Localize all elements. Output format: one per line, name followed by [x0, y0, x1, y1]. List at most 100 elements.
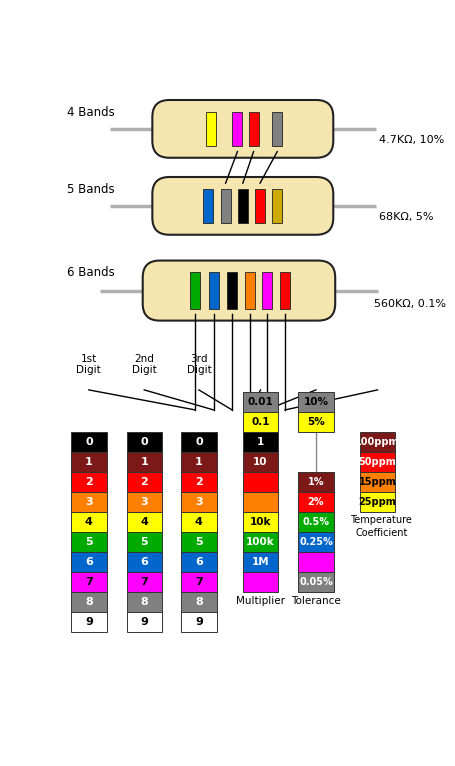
Text: 0.1%: 0.1%	[303, 558, 329, 568]
Text: 5: 5	[141, 538, 148, 548]
Text: 3: 3	[141, 497, 148, 507]
Text: 100: 100	[250, 477, 271, 487]
Text: 3: 3	[85, 497, 93, 507]
Bar	[243, 452, 278, 473]
Text: 2%: 2%	[308, 497, 324, 507]
Bar	[71, 432, 106, 452]
Text: 0.05%: 0.05%	[299, 578, 333, 588]
Bar	[227, 272, 237, 309]
Text: 10k: 10k	[250, 517, 271, 527]
Text: 25ppm: 25ppm	[359, 497, 396, 507]
Bar	[71, 452, 106, 473]
Text: 10%: 10%	[303, 398, 329, 408]
Bar	[126, 473, 162, 493]
Bar	[126, 452, 162, 473]
Bar	[126, 432, 162, 452]
Bar	[243, 473, 278, 493]
Bar	[298, 572, 334, 592]
Bar	[71, 613, 106, 633]
Bar	[243, 572, 278, 592]
Bar	[209, 272, 219, 309]
Text: 0.01: 0.01	[248, 398, 273, 408]
Bar	[71, 532, 106, 552]
Bar	[71, 592, 106, 613]
Bar	[181, 512, 217, 532]
Text: 8: 8	[195, 597, 203, 607]
Bar	[243, 432, 278, 452]
Bar	[272, 188, 282, 223]
FancyBboxPatch shape	[143, 260, 335, 321]
Text: 9: 9	[195, 617, 203, 627]
Bar	[181, 452, 217, 473]
Text: 68KΩ, 5%: 68KΩ, 5%	[379, 211, 434, 221]
Text: 3: 3	[195, 497, 203, 507]
Text: 1: 1	[85, 457, 93, 467]
Text: 10M: 10M	[248, 578, 273, 588]
Text: 9: 9	[140, 617, 148, 627]
Text: 100k: 100k	[246, 538, 275, 548]
Text: 2nd
Digit: 2nd Digit	[132, 354, 157, 375]
Bar	[181, 552, 217, 572]
Text: Tolerance: Tolerance	[291, 595, 341, 605]
Bar	[243, 512, 278, 532]
Bar	[126, 572, 162, 592]
Bar	[298, 473, 334, 493]
Text: 6: 6	[85, 558, 93, 568]
Bar	[71, 512, 106, 532]
Bar	[181, 432, 217, 452]
Bar	[126, 613, 162, 633]
Bar	[360, 493, 395, 512]
Bar	[272, 112, 282, 146]
Text: 2: 2	[85, 477, 93, 487]
Text: 4.7KΩ, 10%: 4.7KΩ, 10%	[379, 135, 445, 145]
Bar	[181, 572, 217, 592]
FancyBboxPatch shape	[152, 100, 333, 158]
Text: 4 Bands: 4 Bands	[67, 106, 115, 119]
Text: 1: 1	[141, 457, 148, 467]
Text: 5 Bands: 5 Bands	[67, 183, 115, 196]
Bar	[243, 532, 278, 552]
Bar	[126, 493, 162, 512]
Bar	[126, 592, 162, 613]
Text: 0: 0	[195, 437, 203, 447]
Text: 7: 7	[141, 578, 148, 588]
Bar	[298, 512, 334, 532]
Bar	[181, 493, 217, 512]
Text: Multiplier: Multiplier	[236, 595, 285, 605]
Text: 0: 0	[85, 437, 93, 447]
Bar	[360, 432, 395, 452]
Bar	[298, 392, 334, 412]
Bar	[203, 188, 213, 223]
Text: 10: 10	[253, 457, 268, 467]
Text: 1k: 1k	[253, 497, 268, 507]
Text: 7: 7	[85, 578, 93, 588]
Bar	[71, 473, 106, 493]
Text: 0: 0	[141, 437, 148, 447]
Bar	[181, 592, 217, 613]
Bar	[238, 188, 248, 223]
Text: 0.5%: 0.5%	[303, 517, 329, 527]
Text: 1: 1	[195, 457, 203, 467]
Bar	[243, 392, 278, 412]
Text: 6: 6	[140, 558, 148, 568]
Text: 9: 9	[85, 617, 93, 627]
Bar	[262, 272, 272, 309]
Bar	[360, 473, 395, 493]
Text: 1M: 1M	[252, 558, 269, 568]
Bar	[243, 493, 278, 512]
Bar	[71, 493, 106, 512]
Text: 6: 6	[195, 558, 203, 568]
Text: 8: 8	[85, 597, 93, 607]
Text: 50ppm: 50ppm	[359, 457, 396, 467]
Text: 1%: 1%	[308, 477, 324, 487]
Bar	[298, 493, 334, 512]
Text: 100ppm: 100ppm	[355, 437, 400, 447]
Text: 6 Bands: 6 Bands	[67, 266, 115, 279]
Text: 4: 4	[140, 517, 148, 527]
Bar	[181, 473, 217, 493]
Bar	[233, 112, 243, 146]
FancyBboxPatch shape	[152, 177, 333, 234]
Bar	[360, 452, 395, 473]
Bar	[206, 112, 216, 146]
Bar	[298, 412, 334, 432]
